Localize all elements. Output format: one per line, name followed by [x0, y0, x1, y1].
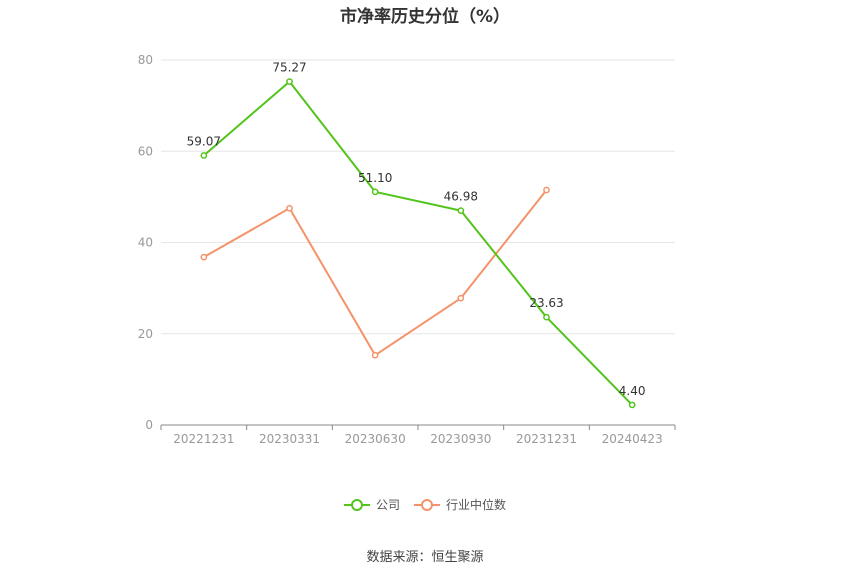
data-point-company — [286, 78, 293, 85]
y-tick-label: 80 — [138, 53, 153, 67]
axes: 0 20 40 60 80 20221231 20230331 20230630 2023093… — [138, 53, 676, 446]
x-tick-label: 20230331 — [259, 432, 320, 446]
legend-label-company: 公司 — [375, 498, 400, 512]
data-label-company: 59.07 — [187, 134, 221, 148]
y-tick-label: 20 — [138, 327, 153, 341]
y-tick-label: 60 — [138, 144, 153, 158]
legend-item-industry-median[interactable]: 行业中位数 — [414, 496, 506, 513]
data-label-company: 4.40 — [619, 384, 646, 398]
data-label-company: 51.10 — [358, 171, 392, 185]
legend-line-circle-icon — [343, 498, 370, 511]
y-tick-label: 0 — [145, 418, 153, 432]
series-layer — [200, 78, 636, 409]
data-point-industry-median — [286, 204, 293, 212]
series-line-company — [203, 80, 633, 406]
data-source-note: 数据来源：恒生聚源 — [366, 550, 484, 565]
data-point-industry-median — [200, 253, 208, 261]
data-point-company — [371, 188, 379, 196]
x-tick-label: 20221231 — [173, 432, 234, 446]
data-point-industry-median — [371, 351, 379, 359]
data-point-company — [457, 207, 465, 215]
data-point-industry-median — [457, 294, 465, 302]
data-label-company: 75.27 — [272, 61, 306, 75]
legend-item-company[interactable]: 公司 — [343, 496, 400, 513]
chart-legend: 公司 行业中位数 — [0, 496, 850, 513]
data-label-company: 46.98 — [444, 190, 478, 204]
y-tick-label: 40 — [138, 236, 153, 250]
series-line-industry-median — [203, 189, 548, 357]
legend-line-circle-icon — [414, 498, 440, 511]
data-point-company — [543, 313, 550, 321]
x-tick-label: 20231231 — [516, 432, 577, 446]
x-tick-label: 20240423 — [602, 432, 663, 446]
data-point-industry-median — [543, 186, 550, 194]
legend-label-industry-median: 行业中位数 — [446, 498, 507, 512]
data-point-company — [200, 152, 208, 159]
data-labels: 59.07 75.27 51.10 46.98 23.63 4.40 — [187, 61, 646, 398]
grid-lines — [161, 59, 675, 335]
x-tick-label: 20230930 — [430, 432, 491, 446]
data-point-company — [628, 401, 636, 409]
chart-title: 市净率历史分位（%） — [339, 7, 511, 27]
x-tick-label: 20230630 — [345, 432, 406, 446]
data-label-company: 23.63 — [529, 296, 563, 310]
